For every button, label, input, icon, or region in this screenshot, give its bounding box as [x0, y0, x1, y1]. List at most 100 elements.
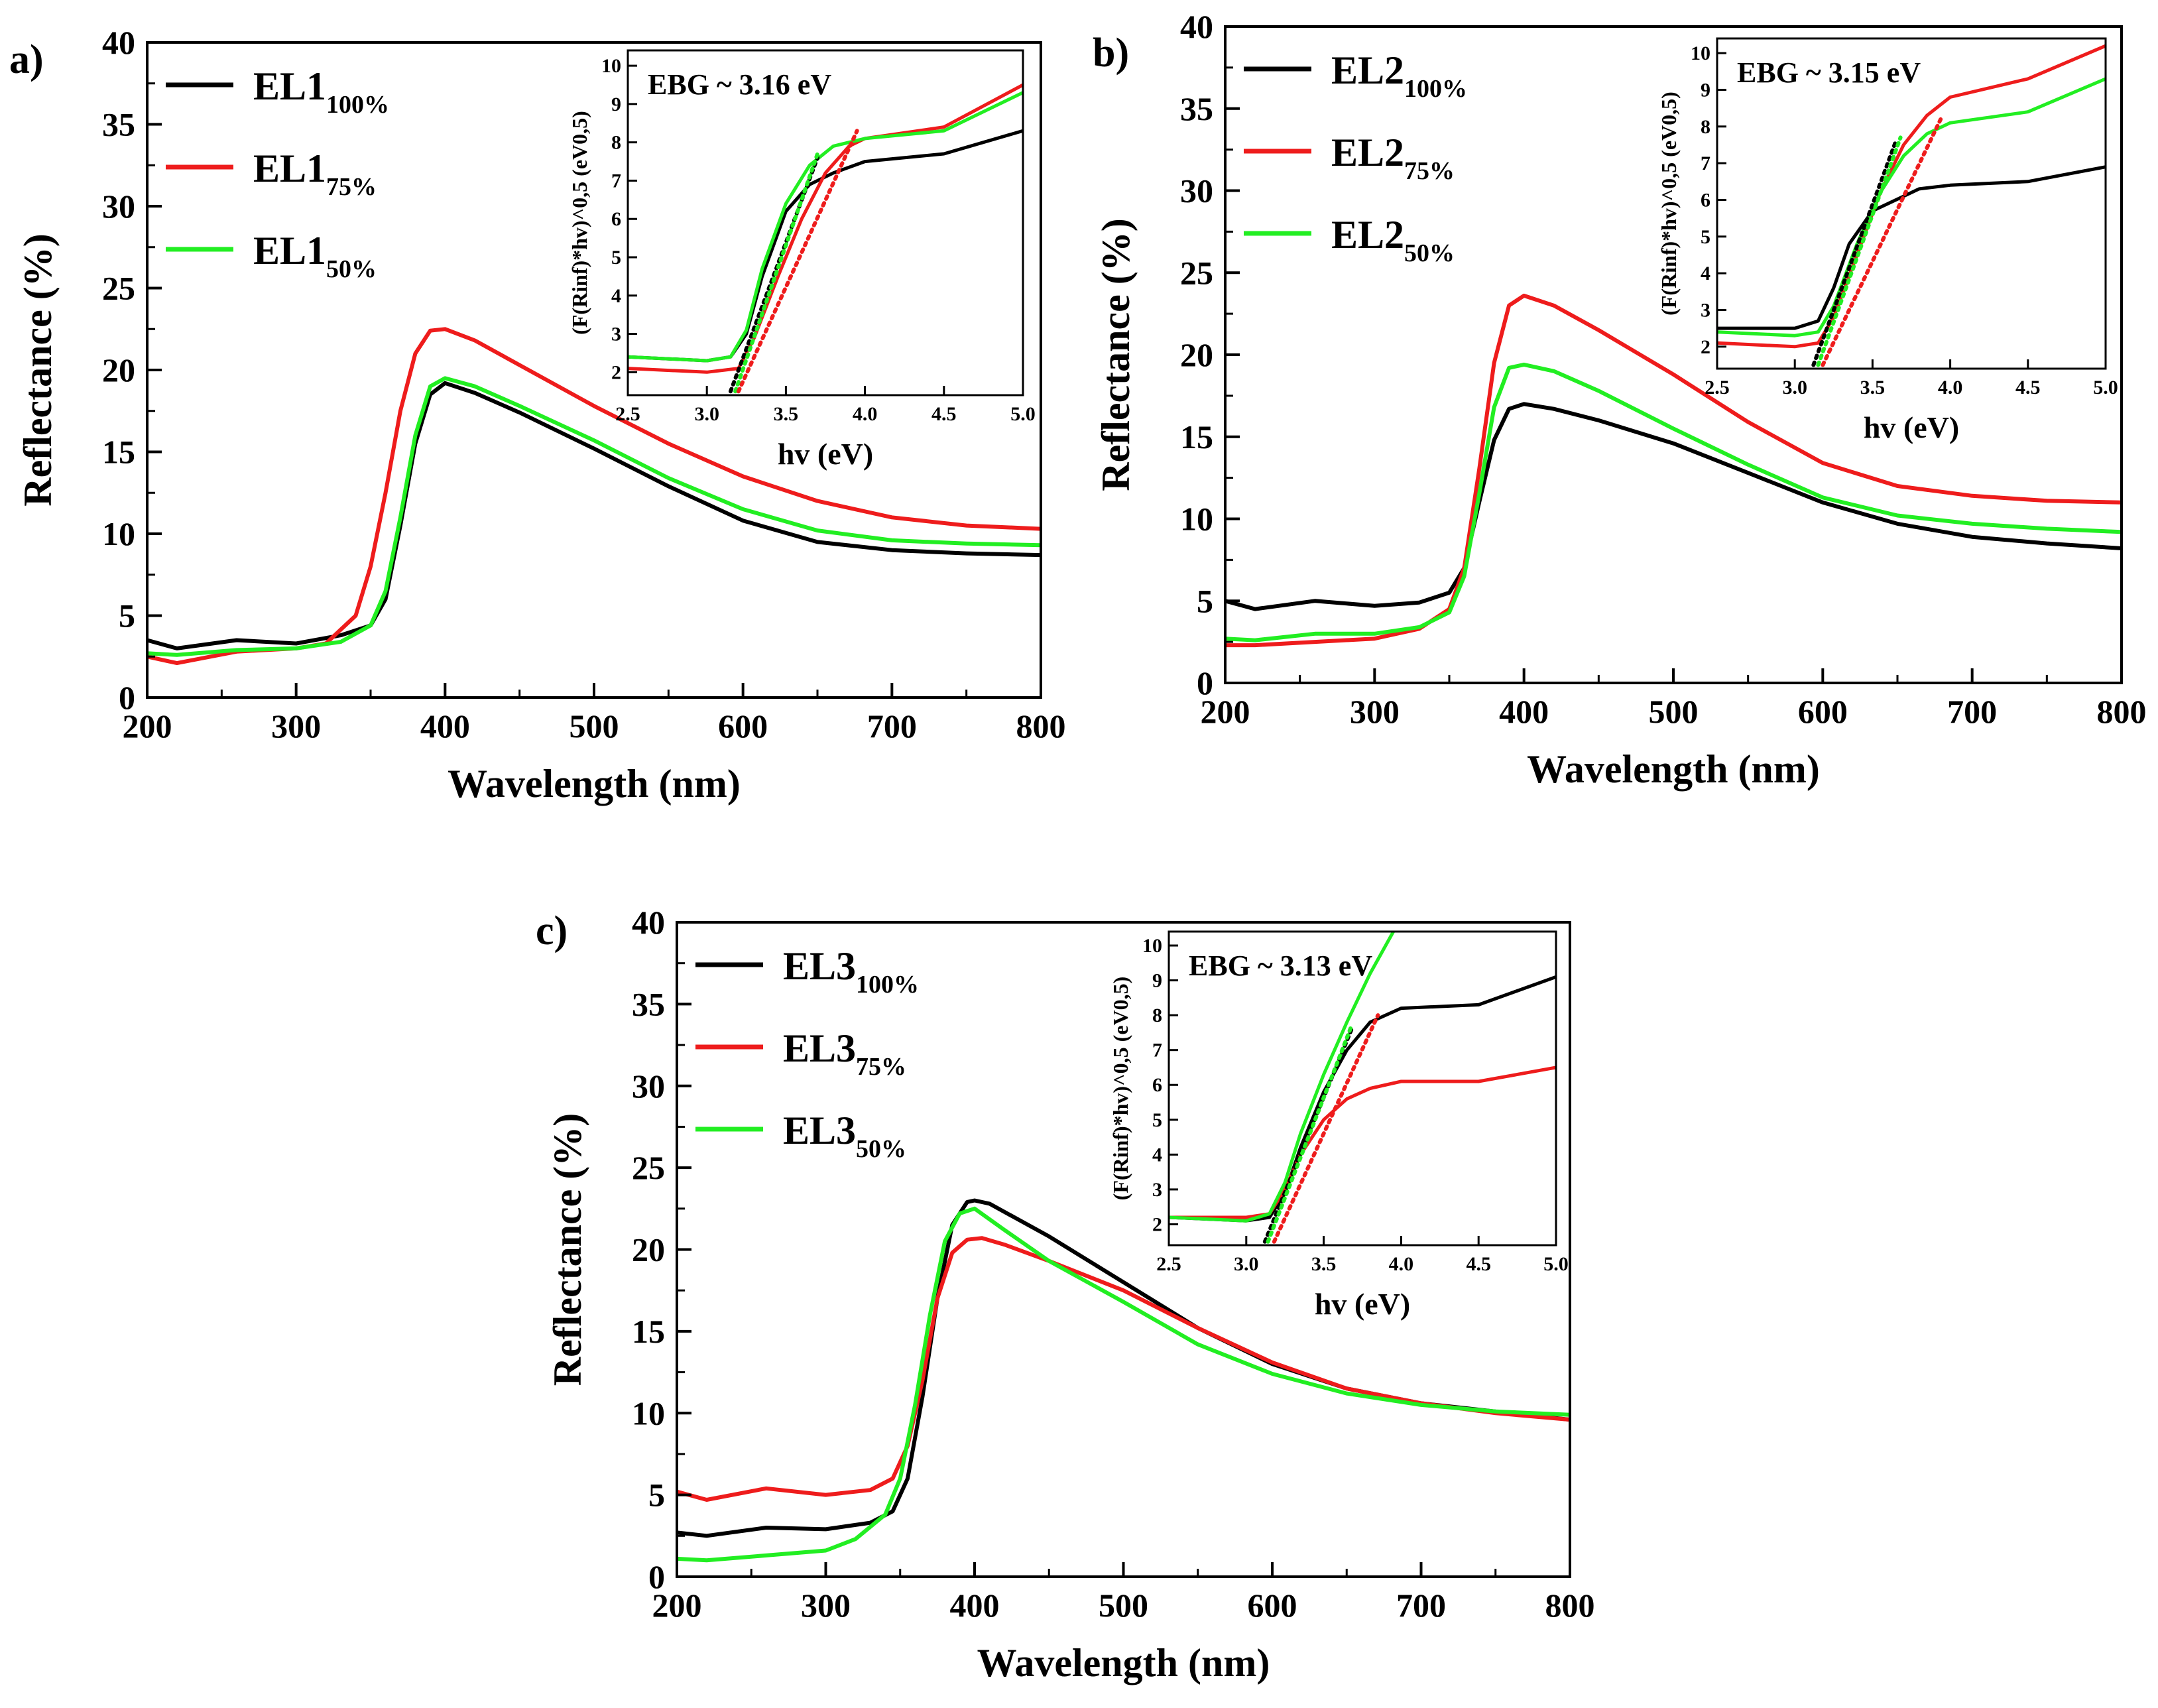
inset-fit-line-red: [1821, 113, 1945, 367]
panel-2: b)200 300 400 500 600 700 8000510152025303540W…: [1093, 8, 2147, 791]
inset-fit-line-red: [736, 129, 859, 394]
x-tick-label: 200: [1201, 693, 1250, 730]
y-tick-label: 25: [1180, 254, 1213, 291]
inset-y-tick-label: 5: [1152, 1109, 1162, 1131]
inset-y-axis-label: (F(Rinf)*hv)^0,5 (eV0,5): [568, 111, 591, 335]
x-tick-label: 200: [123, 707, 172, 745]
y-tick-label: 15: [102, 434, 135, 471]
legend-base: EL3: [783, 1109, 856, 1152]
panel-1: a)200 300 400 500 600 700 8000510152025303540W…: [9, 24, 1066, 806]
inset-x-tick-label: 2.5: [615, 403, 640, 425]
y-tick-label: 40: [1180, 8, 1213, 45]
x-tick-label: 400: [420, 707, 470, 745]
inset-series-line-green: [628, 91, 1023, 363]
inset-x-axis-label: hv (eV): [1315, 1287, 1410, 1321]
inset-y-tick-label: 2: [611, 361, 621, 383]
legend-subscript: 75%: [1404, 157, 1455, 185]
inset-background: [628, 50, 1023, 395]
inset-y-tick-label: 9: [1701, 79, 1710, 101]
inset-x-tick-label: 4.0: [1938, 377, 1963, 398]
inset-chart: 2.5 3.0 3.5 4.0 4.5 5.0 2 3 4 5 6 7 8 9 10 hv (eV) (F(Ri…: [1657, 37, 2118, 444]
inset-chart: 2.5 3.0 3.5 4.0 4.5 5.0 2 3 4 5 6 7 8 9 10 hv (eV) (F(Ri…: [1109, 930, 1569, 1321]
panel-label: b): [1093, 30, 1129, 76]
legend-base: EL2: [1331, 131, 1404, 174]
inset-y-tick-label: 9: [611, 93, 621, 115]
y-tick-label: 25: [102, 270, 135, 307]
y-axis-label: Reflectance (%): [1094, 218, 1138, 491]
y-axis-label: Reflectance (%): [16, 233, 60, 506]
legend-base: EL1: [253, 229, 326, 273]
legend-subscript: 75%: [856, 1053, 906, 1081]
inset-y-tick-label: 4: [1701, 263, 1710, 284]
inset-frame: [627, 49, 1024, 396]
x-tick-label: 400: [1499, 693, 1549, 730]
inset-x-tick-label: 4.5: [1466, 1253, 1491, 1275]
inset-y-tick-label: 6: [1152, 1074, 1162, 1096]
series-line-green: [1225, 362, 2122, 642]
inset-frame: [1168, 930, 1557, 1247]
inset-x-tick-label: 4.0: [1389, 1253, 1414, 1275]
panel-3: c)200 300 400 500 600 700 8000510152025303540W…: [536, 904, 1595, 1685]
inset-y-axis-label: (F(Rinf)*hv)^0,5 (eV0,5): [1109, 977, 1132, 1201]
inset-x-axis-label: hv (eV): [778, 437, 873, 471]
inset-x-tick-label: 2.5: [1705, 377, 1730, 398]
legend-base: EL1: [253, 64, 326, 108]
y-tick-label: 35: [632, 985, 665, 1022]
inset-fit-line-red: [1272, 1013, 1380, 1244]
inset-y-tick-label: 4: [1152, 1144, 1162, 1166]
panel-label: a): [9, 37, 44, 82]
y-tick-label: 20: [632, 1231, 665, 1268]
x-tick-label: 300: [1350, 693, 1400, 730]
inset-y-tick-label: 8: [1701, 116, 1710, 138]
y-tick-label: 35: [1180, 90, 1213, 127]
inset-x-tick-label: 3.5: [1311, 1253, 1337, 1275]
inset-x-tick-label: 4.0: [853, 403, 878, 425]
y-tick-label: 20: [102, 351, 135, 389]
legend-entry: EL375%: [783, 1026, 906, 1081]
y-tick-label: 10: [632, 1394, 665, 1432]
band-gap-annotation: EBG ~ 3.13 eV: [1189, 949, 1372, 982]
inset-plot-area: [1169, 932, 1556, 1244]
legend-base: EL2: [1331, 213, 1404, 257]
x-tick-label: 700: [867, 707, 917, 745]
y-tick-label: 35: [102, 106, 135, 143]
y-axis-label: Reflectance (%): [546, 1113, 589, 1386]
legend-base: EL3: [783, 944, 856, 988]
legend-subscript: 50%: [856, 1135, 906, 1163]
y-tick-label: 30: [102, 188, 135, 225]
legend-entry: EL2100%: [1331, 48, 1467, 103]
y-tick-label: 5: [648, 1477, 665, 1514]
inset-y-tick-label: 7: [1701, 152, 1710, 174]
inset-y-tick-label: 10: [1142, 935, 1162, 957]
legend-entry: EL350%: [783, 1109, 906, 1163]
inset-y-tick-label: 3: [1152, 1179, 1162, 1201]
panel-label: c): [536, 908, 568, 953]
x-tick-label: 600: [1248, 1587, 1297, 1624]
inset-chart: 2.5 3.0 3.5 4.0 4.5 5.0 2 3 4 5 6 7 8 9 10 hv (eV) (F(Ri…: [568, 49, 1036, 471]
legend-entry: EL1100%: [253, 64, 389, 119]
y-tick-label: 0: [648, 1558, 665, 1595]
x-tick-label: 300: [271, 707, 321, 745]
series-line-red: [1225, 293, 2122, 648]
legend-subscript: 50%: [326, 255, 377, 283]
y-tick-label: 15: [1180, 418, 1213, 456]
inset-y-tick-label: 4: [611, 285, 621, 307]
inset-x-tick-label: 2.5: [1156, 1253, 1181, 1275]
x-axis-label: Wavelength (nm): [977, 1641, 1270, 1685]
inset-y-tick-label: 3: [611, 324, 621, 345]
x-tick-label: 400: [950, 1587, 1000, 1624]
inset-y-tick-label: 5: [1701, 226, 1710, 248]
series-line-red: [676, 1236, 1571, 1502]
y-tick-label: 40: [102, 24, 135, 61]
legend-entry: EL150%: [253, 229, 377, 283]
y-tick-label: 10: [1180, 501, 1213, 538]
inset-y-tick-label: 10: [1691, 42, 1710, 64]
band-gap-annotation: EBG ~ 3.16 eV: [648, 68, 831, 101]
inset-x-tick-label: 5.0: [2093, 377, 2118, 398]
y-tick-label: 20: [1180, 336, 1213, 373]
legend-subscript: 75%: [326, 173, 377, 201]
inset-background: [1169, 932, 1556, 1245]
x-tick-label: 500: [1099, 1587, 1148, 1624]
y-tick-label: 5: [119, 597, 135, 635]
